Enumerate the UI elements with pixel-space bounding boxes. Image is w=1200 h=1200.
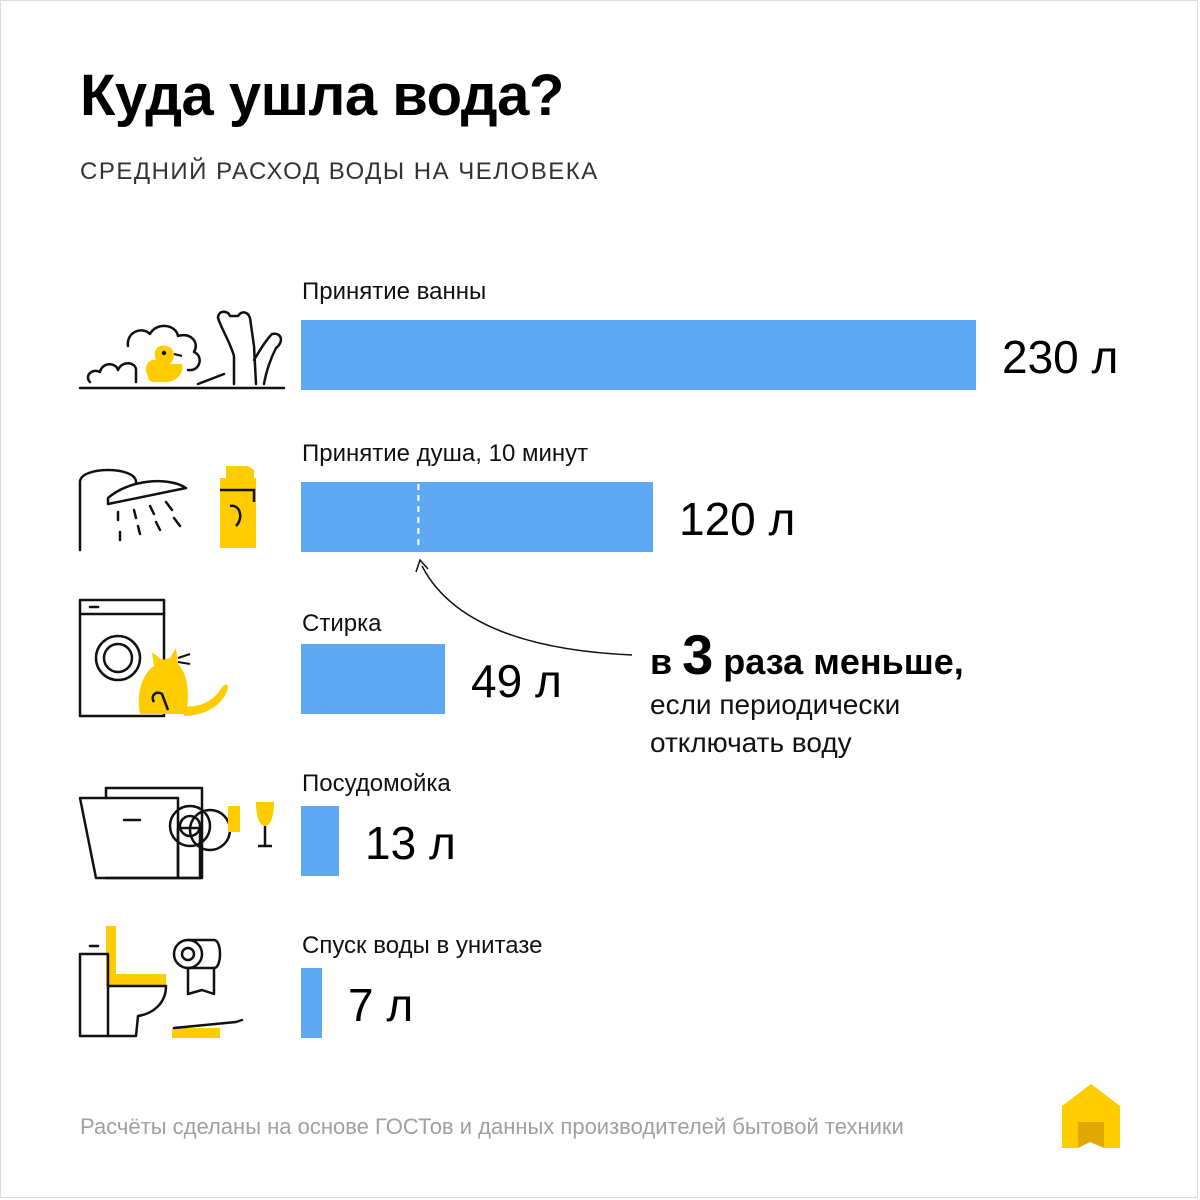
dishwasher-icon <box>78 786 274 880</box>
footer-note: Расчёты сделаны на основе ГОСТов и данны… <box>80 1114 904 1139</box>
toilet-icon <box>78 926 244 1038</box>
category-label-toilet: Спуск воды в унитазе <box>302 932 543 959</box>
bar-bath <box>301 320 976 390</box>
value-label-shower: 120 л <box>679 493 796 545</box>
value-label-washing: 49 л <box>471 655 562 707</box>
value-label-toilet: 7 л <box>348 979 414 1031</box>
annotation-arrow <box>421 565 633 656</box>
shower-icon <box>78 466 256 552</box>
category-label-bath: Принятие ванны <box>302 278 487 305</box>
annotation-headline: в 3 раза меньше, <box>650 622 964 687</box>
category-label-washing: Стирка <box>302 610 382 637</box>
bar-toilet <box>301 968 322 1038</box>
annotation-number: 3 <box>682 623 714 686</box>
category-label-shower: Принятие душа, 10 минут <box>302 440 589 467</box>
bar-dishwasher <box>301 806 339 876</box>
value-label-dishwasher: 13 л <box>365 817 456 869</box>
annotation-note: если периодически отключать воду <box>650 689 901 758</box>
annotation-suffix: раза меньше, <box>713 641 964 682</box>
page-title: Куда ушла вода? <box>80 63 564 128</box>
washing-machine-icon <box>78 598 228 718</box>
annotation-arrowhead <box>415 558 429 573</box>
bar-washing <box>301 644 445 714</box>
value-label-bath: 230 л <box>1002 331 1119 383</box>
page-subtitle: СРЕДНИЙ РАСХОД ВОДЫ НА ЧЕЛОВЕКА <box>80 158 599 185</box>
bar-shower <box>301 482 653 552</box>
logo-icon <box>1062 1084 1120 1148</box>
bathtub-icon <box>78 310 286 390</box>
category-label-dishwasher: Посудомойка <box>302 770 451 797</box>
annotation-prefix: в <box>650 641 683 682</box>
